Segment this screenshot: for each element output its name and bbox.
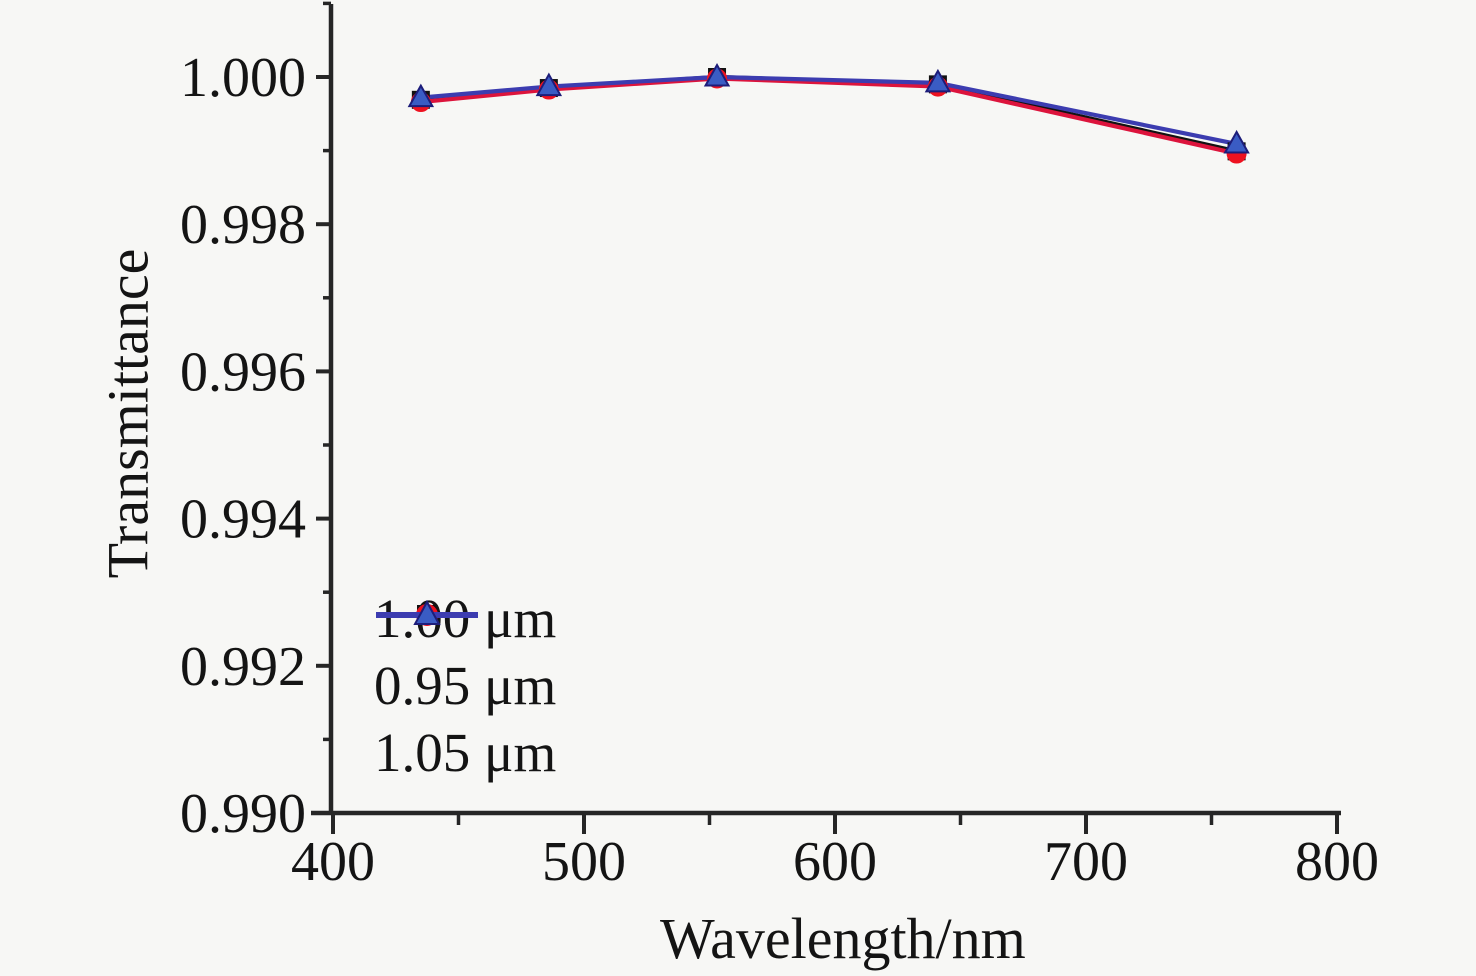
legend-sample-triangle: [376, 599, 478, 625]
y-tick-label: 1.000: [180, 47, 306, 109]
legend-label: 1.05 μm: [374, 722, 557, 783]
x-tick-label: 800: [1295, 831, 1379, 893]
legend-label: 1.00 μm: [374, 588, 557, 649]
y-tick-label: 0.994: [180, 489, 306, 551]
legend: 1.00 μm 0.95 μm 1.05 μm: [374, 588, 557, 783]
y-tick-label: 0.990: [180, 783, 306, 845]
legend-label: 0.95 μm: [374, 655, 557, 716]
y-tick-label: 0.998: [180, 194, 306, 256]
triangle-marker: [703, 62, 731, 87]
x-tick-label: 600: [793, 831, 877, 893]
y-axis-title: Transmittance: [95, 248, 161, 579]
triangle-marker: [1223, 129, 1250, 154]
x-tick-label: 500: [542, 831, 626, 893]
legend-item: 0.95 μm: [374, 604, 557, 716]
x-tick-label: 400: [291, 831, 375, 893]
x-tick-label: 700: [1044, 831, 1128, 893]
triangle-marker: [924, 68, 952, 93]
triangle-marker: [407, 83, 435, 108]
legend-triangle-marker: [413, 599, 441, 625]
x-axis-title: Wavelength/nm: [660, 906, 1026, 971]
legend-item: 1.05 μm: [374, 599, 557, 783]
triangle-marker: [535, 72, 563, 97]
y-tick-label: 0.996: [180, 341, 306, 403]
y-tick-label: 0.992: [180, 636, 306, 698]
